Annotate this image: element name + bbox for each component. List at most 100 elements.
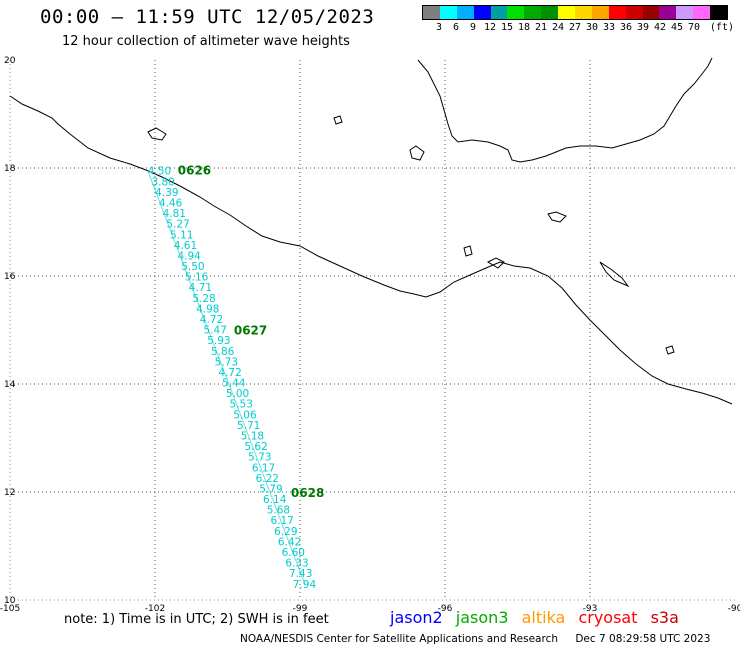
swh-value: 5.73	[215, 356, 238, 368]
swh-value: 5.68	[267, 505, 290, 517]
longitude-label: -96	[438, 604, 453, 614]
scale-swatch	[541, 6, 559, 19]
longitude-label: -99	[293, 604, 308, 614]
scale-swatch	[507, 6, 525, 19]
swh-value: 6.14	[263, 494, 287, 506]
latitude-label: 18	[4, 164, 16, 174]
swh-value: 5.27	[166, 219, 189, 231]
footer-date: Dec 7 08:29:58 UTC 2023	[575, 633, 711, 645]
scale-swatch	[473, 6, 491, 19]
footer-credit: NOAA/NESDIS Center for Satellite Applica…	[240, 633, 558, 645]
gulf-of-mexico-coastline	[417, 57, 713, 163]
scale-swatch	[591, 6, 609, 19]
scale-label: 45	[670, 22, 684, 33]
scale-swatch	[676, 6, 694, 19]
scale-label: 27	[568, 22, 582, 33]
scale-label: 9	[469, 22, 477, 33]
mexico-pacific-coastline	[9, 95, 733, 405]
scale-swatch	[456, 6, 474, 19]
swh-value: 5.62	[244, 441, 267, 453]
swh-value: 3.80	[151, 176, 174, 188]
island-a	[409, 145, 425, 161]
island-d	[486, 257, 505, 269]
swh-value: 5.18	[241, 431, 264, 443]
swh-value: 4.46	[159, 197, 183, 209]
color-scale-labels: 3 6 9 12 15 18 21 24 27 30 33 36 39 42 45 70	[422, 20, 728, 34]
scale-swatch	[439, 6, 457, 19]
island-h	[463, 245, 473, 257]
swh-value: 4.71	[189, 282, 212, 294]
time-label: 0627	[234, 324, 267, 338]
note-text: note: 1) Time is in UTC; 2) SWH is in fe…	[64, 612, 329, 627]
island-c	[599, 261, 630, 288]
scale-swatch	[490, 6, 508, 19]
track-line	[147, 170, 306, 584]
swh-value: 5.28	[192, 293, 215, 305]
map-title: 00:00 – 11:59 UTC 12/05/2023	[40, 6, 375, 28]
scale-label: 15	[500, 22, 514, 33]
scale-label: 3	[435, 22, 443, 33]
scale-swatch	[423, 6, 440, 19]
swh-value: 6.29	[274, 526, 297, 538]
scale-label: 12	[483, 22, 497, 33]
scale-swatch	[524, 6, 542, 19]
swh-value: 6.42	[278, 536, 301, 548]
swh-value: 4.72	[218, 367, 241, 379]
scale-swatch	[558, 6, 576, 19]
time-label: 0628	[291, 486, 324, 500]
lat-lon-grid: -105 -102 -99 -96 -93 -90 20 18 16 14 12 10	[0, 56, 740, 614]
longitude-label: -102	[145, 604, 165, 614]
swh-value: 5.93	[207, 335, 230, 347]
scale-label: 42	[653, 22, 667, 33]
swh-value: 4.94	[177, 250, 201, 262]
swh-value: 5.71	[237, 420, 260, 432]
longitude-label: -105	[0, 604, 20, 614]
sat-jason3: jason3	[455, 608, 509, 627]
scale-label: 70	[687, 22, 701, 33]
scale-label: 24	[551, 22, 565, 33]
longitude-label: -90	[728, 604, 740, 614]
scale-label: 30	[585, 22, 599, 33]
color-scale-bar	[422, 5, 728, 20]
island-f	[147, 127, 167, 141]
scale-label: 33	[602, 22, 616, 33]
island-b	[547, 211, 567, 223]
scale-label: 18	[517, 22, 531, 33]
latitude-label: 12	[4, 488, 15, 498]
scale-label: 39	[636, 22, 650, 33]
swh-value: 5.11	[170, 229, 193, 241]
latitude-label: 14	[4, 380, 16, 390]
island-g	[333, 115, 343, 125]
map-subtitle: 12 hour collection of altimeter wave hei…	[62, 34, 350, 49]
swh-value: 4.39	[155, 187, 178, 199]
swh-value: 6.17	[270, 515, 293, 527]
swh-value: 6.22	[256, 473, 279, 485]
scale-label: 36	[619, 22, 633, 33]
scale-label: 21	[534, 22, 548, 33]
wave-height-color-scale: 3 6 9 12 15 18 21 24 27 30 33 36 39 42 45 70 (ft)	[422, 5, 734, 35]
swh-value: 6.17	[252, 462, 275, 474]
swh-value: 5.73	[248, 452, 271, 464]
scale-swatch	[608, 6, 626, 19]
altimeter-track: 4.503.804.394.464.815.275.114.614.945.50…	[147, 164, 324, 591]
swh-value: 4.61	[174, 240, 197, 252]
sat-altika: altika	[521, 608, 566, 627]
scale-swatch	[693, 6, 711, 19]
swh-value: 5.79	[259, 483, 282, 495]
sat-cryosat: cryosat	[578, 608, 638, 627]
longitude-label: -93	[583, 604, 598, 614]
scale-label: 6	[452, 22, 460, 33]
scale-swatch	[659, 6, 677, 19]
time-label: 0626	[178, 164, 211, 178]
scale-swatch	[575, 6, 592, 19]
swh-value: 4.50	[148, 166, 171, 178]
swh-value: 7.94	[293, 579, 317, 591]
sat-s3a: s3a	[650, 608, 679, 627]
swh-value: 4.81	[163, 208, 186, 220]
footer: NOAA/NESDIS Center for Satellite Applica…	[240, 633, 710, 645]
scale-swatch	[642, 6, 660, 19]
island-e	[665, 345, 675, 355]
swh-value: 5.86	[211, 346, 235, 358]
coastline	[9, 57, 733, 405]
